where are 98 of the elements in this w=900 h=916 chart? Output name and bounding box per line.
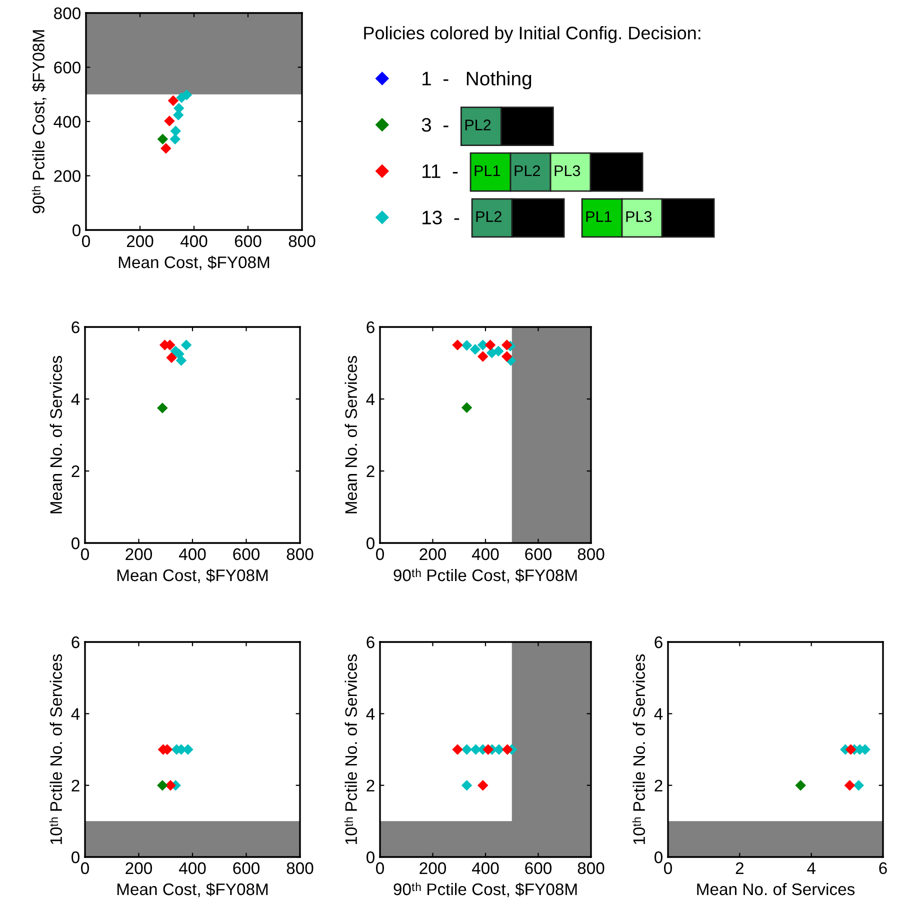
y-tick-label: 2	[654, 780, 662, 792]
x-tick-label: 600	[233, 548, 260, 560]
y-tick-label: 0	[654, 851, 662, 864]
point	[166, 352, 177, 363]
x-tick-label: 600	[233, 862, 260, 874]
point	[168, 95, 179, 106]
x-tick-label: 800	[286, 548, 314, 560]
y-axis-title: 90ᵗʰ Pctile Cost, $FY08M	[32, 30, 46, 214]
text: PL3	[626, 211, 652, 222]
point	[477, 351, 488, 362]
y-tick-label: 200	[54, 170, 80, 182]
x-tick-label: 600	[525, 862, 552, 874]
x-axis-title: Mean Cost, $FY08M	[117, 882, 268, 898]
y-tick-label: 4	[366, 394, 375, 406]
x-axis-title: Mean Cost, $FY08M	[118, 256, 270, 270]
y-tick-label: 6	[654, 636, 662, 648]
y-axis-title: 10ᵗʰ Pctile No. of Services	[632, 654, 646, 844]
x-tick-label: 0	[81, 862, 89, 874]
y-tick-label: 4	[654, 708, 663, 720]
y-tick-label: 0	[72, 851, 80, 864]
y-tick-label: 6	[72, 321, 80, 334]
x-tick-label: 0	[664, 862, 672, 874]
x-tick-label: 400	[178, 548, 206, 560]
x-tick-label: 4	[807, 862, 816, 874]
x-tick-label: 200	[126, 862, 152, 874]
y-axis-title: 10ᵗʰ Pctile No. of Services	[49, 654, 62, 844]
point	[181, 90, 192, 100]
point	[484, 340, 496, 350]
legend-label: 11 -	[422, 164, 458, 178]
x-axis-title: Mean Cost, $FY08M	[117, 568, 268, 584]
y-tick-label: 4	[366, 708, 375, 720]
point	[180, 340, 192, 350]
text: PL1	[586, 211, 612, 222]
legend-title: Policies colored by Initial Config. Decision:	[364, 26, 700, 43]
x-tick-label: 400	[472, 862, 499, 874]
x-tick-label: 800	[286, 862, 314, 874]
point	[157, 134, 168, 145]
point	[170, 126, 182, 136]
x-axis-title: Mean No. of Services	[697, 882, 855, 896]
point	[164, 116, 175, 126]
x-tick-label: 200	[420, 862, 446, 874]
y-tick-label: 2	[366, 465, 374, 478]
y-tick-label: 0	[72, 224, 80, 236]
point	[157, 402, 168, 414]
y-axis-title: Mean No. of Services	[344, 356, 358, 514]
y-tick-label: 0	[366, 537, 374, 550]
point	[501, 340, 512, 350]
point	[176, 355, 187, 366]
y-tick-label: 6	[366, 321, 374, 334]
x-tick-label: 200	[126, 235, 154, 248]
y-tick-label: 4	[71, 708, 80, 720]
y-tick-label: 400	[54, 116, 80, 128]
y-tick-label: 6	[72, 636, 80, 648]
x-axis-title: 90ᵗʰ Pctile Cost, $FY08M	[394, 882, 577, 898]
x-tick-label: 600	[234, 235, 262, 248]
legend-label: 3 -	[422, 118, 448, 132]
legend-label: 1 - Nothing	[422, 71, 532, 90]
y-tick-label: 6	[366, 636, 374, 648]
y-axis-title: 10ᵗʰ Pctile No. of Services	[344, 654, 358, 844]
point	[501, 351, 512, 362]
point	[461, 340, 472, 351]
x-tick-label: 800	[578, 862, 604, 874]
y-tick-label: 600	[54, 62, 80, 74]
x-tick-label: 0	[376, 862, 384, 874]
point	[160, 142, 172, 154]
x-tick-label: 400	[178, 862, 206, 874]
x-tick-label: 400	[180, 235, 208, 248]
text: PL2	[465, 120, 491, 130]
x-tick-label: 400	[472, 548, 499, 560]
x-tick-label: 600	[525, 548, 552, 560]
point	[470, 344, 481, 355]
x-axis-title: 90ᵗʰ Pctile Cost, $FY08M	[394, 568, 577, 584]
y-tick-label: 800	[54, 7, 80, 20]
y-axis-title: Mean No. of Services	[50, 356, 62, 514]
x-tick-label: 0	[376, 548, 384, 560]
text: PL1	[474, 166, 500, 176]
x-tick-label: 200	[420, 548, 446, 560]
x-tick-label: 800	[288, 235, 316, 248]
y-tick-label: 4	[71, 394, 80, 406]
x-tick-label: 6	[879, 862, 887, 874]
x-tick-label: 800	[578, 548, 604, 560]
legend-label: 13 -	[422, 210, 460, 224]
x-tick-label: 0	[81, 548, 89, 560]
y-tick-label: 2	[72, 465, 80, 478]
point	[461, 402, 472, 414]
point	[452, 340, 463, 350]
y-tick-label: 2	[72, 780, 80, 792]
y-tick-label: 0	[72, 537, 80, 550]
x-tick-label: 200	[126, 548, 152, 560]
text: PL2	[476, 211, 502, 222]
point	[493, 346, 504, 356]
x-tick-label: 0	[82, 235, 90, 248]
text: PL2	[514, 165, 540, 176]
x-tick-label: 2	[736, 862, 744, 874]
y-tick-label: 2	[366, 780, 374, 792]
point	[170, 134, 180, 145]
text: PL3	[554, 165, 580, 176]
y-tick-label: 0	[366, 851, 374, 864]
